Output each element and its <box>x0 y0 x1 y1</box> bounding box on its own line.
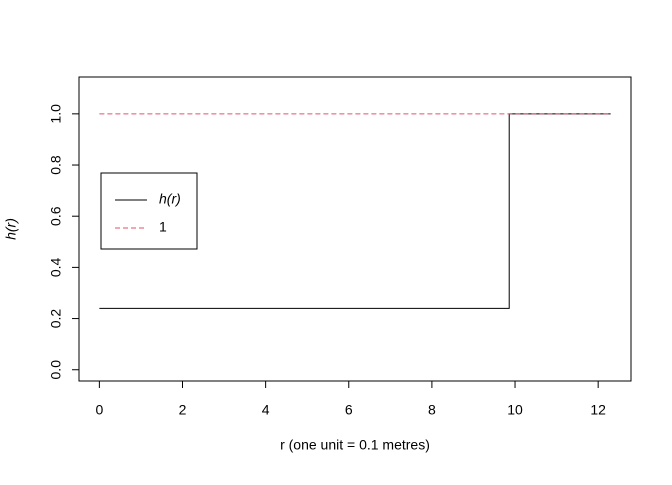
x-tick-label: 10 <box>507 402 523 418</box>
x-tick-label: 6 <box>345 402 353 418</box>
legend-label: 1 <box>159 219 167 235</box>
x-tick-label: 4 <box>262 402 270 418</box>
x-tick-label: 2 <box>179 402 187 418</box>
x-tick-label: 8 <box>428 402 436 418</box>
legend-label: h(r) <box>159 191 181 207</box>
y-tick-label: 0.8 <box>48 155 64 175</box>
legend-box <box>100 172 198 250</box>
y-tick-label: 0.0 <box>48 360 64 380</box>
x-tick-label: 12 <box>590 402 606 418</box>
x-axis-label: r (one unit = 0.1 metres) <box>280 437 430 453</box>
y-tick-label: 1.0 <box>48 104 64 124</box>
y-tick-label: 0.4 <box>48 257 64 277</box>
y-axis-label: h(r) <box>3 218 19 240</box>
y-tick-label: 0.6 <box>48 206 64 226</box>
y-tick-label: 0.2 <box>48 309 64 329</box>
x-tick-label: 0 <box>95 402 103 418</box>
